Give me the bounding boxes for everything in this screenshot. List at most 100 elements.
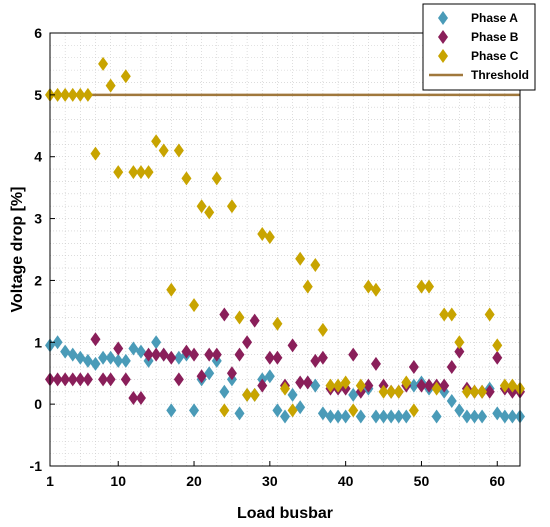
- data-point: [181, 344, 192, 359]
- data-point: [242, 387, 253, 402]
- x-tick-label: 50: [414, 473, 430, 489]
- series-phase-c: [45, 56, 525, 418]
- y-tick-label: 4: [34, 149, 42, 165]
- data-point: [499, 378, 510, 393]
- data-point: [431, 409, 442, 424]
- data-point: [492, 350, 503, 365]
- data-point: [90, 356, 101, 371]
- data-point: [416, 279, 427, 294]
- x-axis-label: Load busbar: [237, 505, 333, 522]
- data-point: [333, 378, 344, 393]
- data-point: [302, 279, 313, 294]
- y-tick-label: 5: [34, 87, 42, 103]
- data-point: [90, 146, 101, 161]
- y-tick-label: 3: [34, 211, 42, 227]
- data-point: [272, 350, 283, 365]
- data-point: [408, 378, 419, 393]
- data-point: [151, 335, 162, 350]
- data-point: [287, 338, 298, 353]
- data-point: [507, 378, 518, 393]
- data-point: [249, 313, 260, 328]
- data-point: [340, 409, 351, 424]
- data-point: [477, 409, 488, 424]
- data-point: [264, 350, 275, 365]
- data-point: [98, 56, 109, 71]
- data-point: [401, 409, 412, 424]
- y-tick-label: 6: [34, 25, 42, 41]
- data-point: [317, 350, 328, 365]
- data-point: [310, 378, 321, 393]
- data-point: [75, 87, 86, 102]
- legend: Phase A Phase B Phase C Threshold: [422, 3, 536, 91]
- y-tick-label: 0: [34, 396, 42, 412]
- y-tick-label: 1: [34, 334, 42, 350]
- data-point: [469, 384, 480, 399]
- data-point: [189, 298, 200, 313]
- data-point: [401, 375, 412, 390]
- data-point: [113, 353, 124, 368]
- data-point: [173, 372, 184, 387]
- data-point: [325, 409, 336, 424]
- data-point: [234, 347, 245, 362]
- data-point: [120, 372, 131, 387]
- data-point: [90, 332, 101, 347]
- data-point: [431, 381, 442, 396]
- data-point: [204, 205, 215, 220]
- data-point: [454, 335, 465, 350]
- data-point: [333, 409, 344, 424]
- data-point: [98, 372, 109, 387]
- data-point: [393, 409, 404, 424]
- data-point: [378, 384, 389, 399]
- data-point: [370, 356, 381, 371]
- data-point: [393, 384, 404, 399]
- data-point: [257, 227, 268, 242]
- data-point: [302, 375, 313, 390]
- data-point: [287, 403, 298, 418]
- legend-entry-label: Phase A: [471, 11, 518, 25]
- data-point: [151, 134, 162, 149]
- data-point: [424, 378, 435, 393]
- data-point: [446, 394, 457, 409]
- data-point: [82, 353, 93, 368]
- data-point: [348, 387, 359, 402]
- x-tick-label: 30: [262, 473, 278, 489]
- legend-items: Phase A Phase B Phase C Threshold: [429, 11, 529, 82]
- data-point: [325, 378, 336, 393]
- axis-ticks: 1 10 20 30 40 50 60 -1 0 1 2 3 4 5 6: [30, 25, 506, 489]
- data-point: [454, 344, 465, 359]
- data-point: [82, 372, 93, 387]
- data-point: [60, 344, 71, 359]
- data-point: [204, 347, 215, 362]
- data-point: [310, 353, 321, 368]
- data-point: [348, 403, 359, 418]
- data-point: [67, 347, 78, 362]
- data-point: [67, 372, 78, 387]
- data-point: [446, 307, 457, 322]
- data-point: [173, 143, 184, 158]
- data-point: [105, 372, 116, 387]
- data-point: [507, 409, 518, 424]
- data-point: [166, 350, 177, 365]
- data-point: [439, 307, 450, 322]
- legend-entry-label: Threshold: [471, 68, 529, 82]
- data-point: [135, 390, 146, 405]
- data-point: [249, 387, 260, 402]
- data-point: [295, 375, 306, 390]
- data-point: [75, 372, 86, 387]
- data-point: [52, 87, 63, 102]
- data-point: [219, 384, 230, 399]
- data-point: [340, 375, 351, 390]
- data-point: [173, 350, 184, 365]
- data-point: [98, 350, 109, 365]
- data-point: [492, 406, 503, 421]
- data-point: [242, 335, 253, 350]
- data-point: [363, 279, 374, 294]
- x-tick-label: 20: [186, 473, 202, 489]
- data-point: [128, 165, 139, 180]
- data-point: [166, 403, 177, 418]
- data-point: [234, 310, 245, 325]
- data-point: [484, 307, 495, 322]
- data-point: [60, 372, 71, 387]
- data-point: [287, 387, 298, 402]
- data-point: [189, 403, 200, 418]
